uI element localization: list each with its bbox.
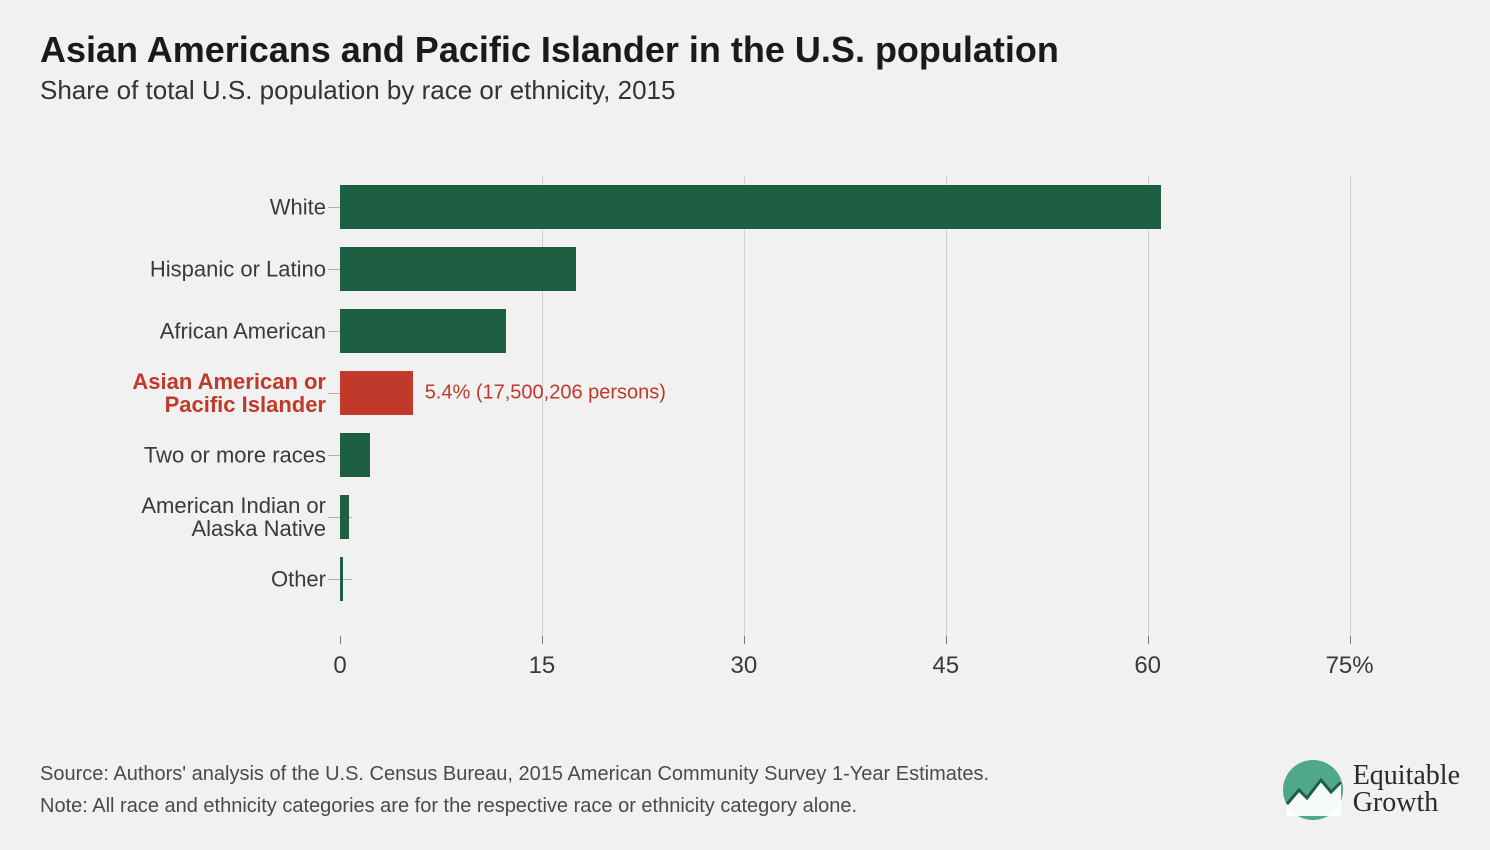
- category-label: American Indian orAlaska Native: [80, 494, 340, 540]
- x-tick-mark: [744, 636, 745, 644]
- logo-line2: Growth: [1353, 790, 1460, 817]
- x-tick-label: 45: [932, 652, 959, 680]
- x-tick-label: 60: [1134, 652, 1161, 680]
- x-tick-label: 15: [529, 652, 556, 680]
- plot-region: 01530456075%WhiteHispanic or LatinoAfric…: [340, 176, 1390, 636]
- bar: [340, 433, 370, 476]
- x-tick-label: 75%: [1326, 652, 1374, 680]
- brand-logo: Equitable Growth: [1281, 758, 1460, 822]
- logo-line1: Equitable: [1353, 763, 1460, 790]
- bar-row: White: [340, 176, 1390, 238]
- bar-annotation: 5.4% (17,500,206 persons): [425, 382, 666, 405]
- chart-title: Asian Americans and Pacific Islander in …: [40, 28, 1450, 71]
- chart-header: Asian Americans and Pacific Islander in …: [0, 0, 1490, 116]
- x-tick-mark: [946, 636, 947, 644]
- chart-footer: Source: Authors' analysis of the U.S. Ce…: [40, 758, 1150, 822]
- category-label: African American: [160, 320, 340, 343]
- x-tick-mark: [1350, 636, 1351, 644]
- x-tick-label: 0: [333, 652, 346, 680]
- bar-row: Other: [340, 548, 1390, 610]
- bar: [340, 247, 576, 290]
- category-label: Two or more races: [144, 444, 340, 467]
- bar-row: African American: [340, 300, 1390, 362]
- bar-row: Asian American orPacific Islander5.4% (1…: [340, 362, 1390, 424]
- bar: [340, 557, 343, 600]
- note-text: Note: All race and ethnicity categories …: [40, 790, 1150, 822]
- bar-row: Two or more races: [340, 424, 1390, 486]
- bar: [340, 495, 349, 538]
- category-label: Asian American orPacific Islander: [80, 370, 340, 416]
- x-tick-mark: [340, 636, 341, 644]
- bar: [340, 309, 506, 352]
- category-label: Hispanic or Latino: [150, 258, 340, 281]
- bar-highlight: [340, 371, 413, 414]
- bar-row: Hispanic or Latino: [340, 238, 1390, 300]
- bar: [340, 185, 1161, 228]
- bar-row: American Indian orAlaska Native: [340, 486, 1390, 548]
- x-tick-label: 30: [730, 652, 757, 680]
- source-text: Source: Authors' analysis of the U.S. Ce…: [40, 758, 1150, 790]
- logo-mark-icon: [1281, 758, 1345, 822]
- chart-area: 01530456075%WhiteHispanic or LatinoAfric…: [40, 176, 1450, 696]
- x-tick-mark: [542, 636, 543, 644]
- chart-subtitle: Share of total U.S. population by race o…: [40, 75, 1450, 106]
- logo-text: Equitable Growth: [1353, 763, 1460, 816]
- x-tick-mark: [1148, 636, 1149, 644]
